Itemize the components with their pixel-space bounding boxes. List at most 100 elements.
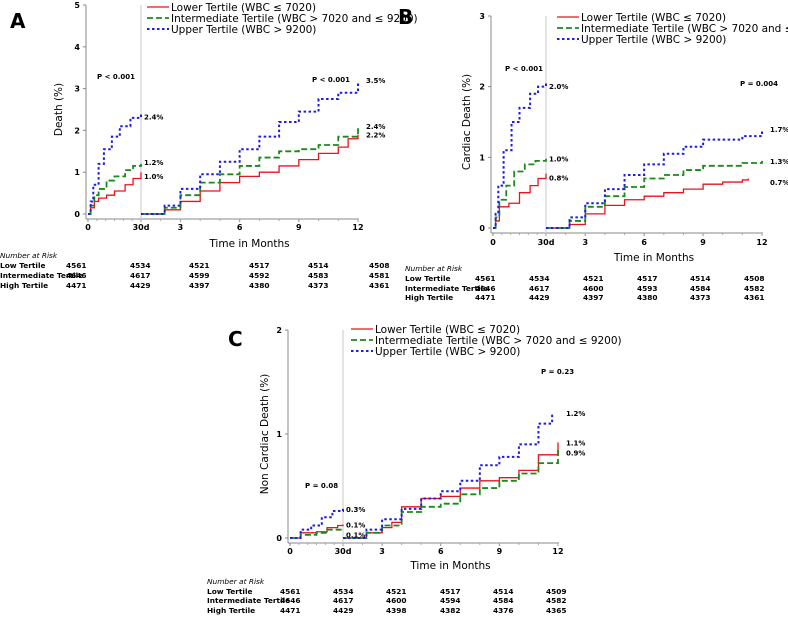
risk-cell: 4361 (744, 293, 765, 302)
risk-cell: 4382 (440, 606, 461, 615)
risk-row-label: Intermediate Tertile (0, 271, 83, 280)
series-early-2 (493, 158, 547, 229)
end-label-late: 1.1% (566, 439, 585, 447)
risk-cell: 4600 (583, 284, 604, 293)
series-late-2 (546, 160, 763, 229)
x-tick-label: 6 (237, 223, 243, 232)
p-value-late: P < 0.001 (312, 76, 350, 84)
x-axis-title: Time in Months (613, 252, 694, 264)
risk-cell: 4617 (130, 271, 151, 280)
risk-cell: 4600 (386, 596, 407, 605)
risk-cell: 4429 (130, 281, 151, 290)
end-label-late: 0.9% (566, 450, 585, 458)
risk-cell: 4509 (546, 587, 567, 596)
end-label-early: 0.1% (346, 521, 365, 529)
y-tick-label: 1 (74, 168, 80, 177)
panel-letter: B (398, 5, 413, 29)
risk-cell: 4594 (440, 596, 461, 605)
risk-cell: 4646 (66, 271, 87, 280)
series-early-1 (493, 173, 547, 229)
risk-cell: 4583 (308, 271, 329, 280)
legend-label: Lower Tertile (WBC ≤ 7020) (375, 324, 520, 336)
end-label-late: 1.3% (770, 158, 788, 166)
y-tick-label: 0 (479, 224, 485, 233)
series-early-3 (290, 508, 344, 539)
risk-cell: 4361 (369, 281, 390, 290)
risk-cell: 4593 (637, 284, 658, 293)
risk-cell: 4534 (130, 261, 151, 270)
risk-row-label: Low Tertile (0, 261, 46, 270)
p-value-late: P = 0.23 (541, 368, 574, 376)
risk-cell: 4380 (637, 293, 658, 302)
y-tick-label: 1 (276, 430, 282, 439)
series-early-3 (493, 83, 547, 229)
series-late-2 (141, 128, 359, 215)
risk-cell: 4514 (690, 274, 711, 283)
risk-table-title: Number at Risk (0, 251, 58, 260)
risk-cell: 4521 (189, 261, 210, 270)
end-label-late: 0.7% (770, 179, 788, 187)
end-label-late: 1.7% (770, 126, 788, 134)
series-early-2 (290, 528, 344, 539)
x-tick-label: 0 (287, 547, 293, 556)
y-tick-label: 2 (479, 83, 485, 92)
x-tick-label: 30d (538, 238, 555, 247)
risk-cell: 4471 (280, 606, 301, 615)
risk-row-label: High Tertile (0, 281, 48, 290)
end-label-early: 2.0% (549, 83, 568, 91)
risk-row-label: High Tertile (405, 293, 453, 302)
series-early-2 (88, 163, 142, 215)
y-tick-label: 1 (479, 153, 485, 162)
y-tick-label: 0 (74, 210, 80, 219)
risk-cell: 4376 (493, 606, 514, 615)
risk-cell: 4561 (66, 261, 87, 270)
x-tick-label: 9 (700, 238, 706, 247)
legend-label: Lower Tertile (WBC ≤ 7020) (171, 2, 316, 14)
risk-cell: 4592 (249, 271, 270, 280)
x-tick-label: 6 (438, 547, 444, 556)
risk-cell: 4365 (546, 606, 567, 615)
x-tick-label: 3 (178, 223, 184, 232)
end-label-late: 1.2% (566, 410, 585, 418)
end-label-late: 2.2% (366, 132, 385, 140)
p-value-early: P < 0.001 (505, 65, 543, 73)
risk-cell: 4471 (475, 293, 496, 302)
end-label-early: 1.0% (549, 156, 568, 164)
risk-cell: 4508 (744, 274, 765, 283)
x-tick-label: 30d (335, 547, 352, 556)
risk-row-label: Low Tertile (207, 587, 253, 596)
x-tick-label: 12 (352, 223, 363, 232)
x-tick-label: 12 (552, 547, 563, 556)
risk-cell: 4534 (529, 274, 550, 283)
end-label-early: 1.0% (144, 173, 163, 181)
risk-cell: 4514 (308, 261, 329, 270)
end-label-early: 0.3% (346, 506, 365, 514)
y-tick-label: 0 (276, 534, 282, 543)
risk-row-label: High Tertile (207, 606, 255, 615)
risk-row-label: Low Tertile (405, 274, 451, 283)
x-axis-title: Time in Months (409, 560, 490, 572)
legend-label: Intermediate Tertile (WBC > 7020 and ≤ 9… (581, 23, 788, 35)
y-axis-title: Non Cardiac Death (%) (259, 374, 271, 495)
legend-label: Intermediate Tertile (WBC > 7020 and ≤ 9… (375, 335, 622, 347)
risk-cell: 4514 (493, 587, 514, 596)
panel-letter: C (228, 327, 243, 351)
p-value-early: P = 0.08 (305, 482, 338, 490)
x-axis-title: Time in Months (208, 238, 289, 250)
legend-label: Upper Tertile (WBC > 9200) (171, 24, 316, 36)
risk-cell: 4471 (66, 281, 87, 290)
end-label-early: 0.8% (549, 175, 568, 183)
x-tick-label: 0 (490, 238, 496, 247)
risk-cell: 4380 (249, 281, 270, 290)
risk-cell: 4521 (583, 274, 604, 283)
risk-cell: 4582 (744, 284, 765, 293)
risk-cell: 4517 (637, 274, 658, 283)
y-axis-title: Cardiac Death (%) (461, 74, 473, 170)
risk-cell: 4584 (690, 284, 711, 293)
legend: Lower Tertile (WBC ≤ 7020)Intermediate T… (557, 12, 788, 46)
